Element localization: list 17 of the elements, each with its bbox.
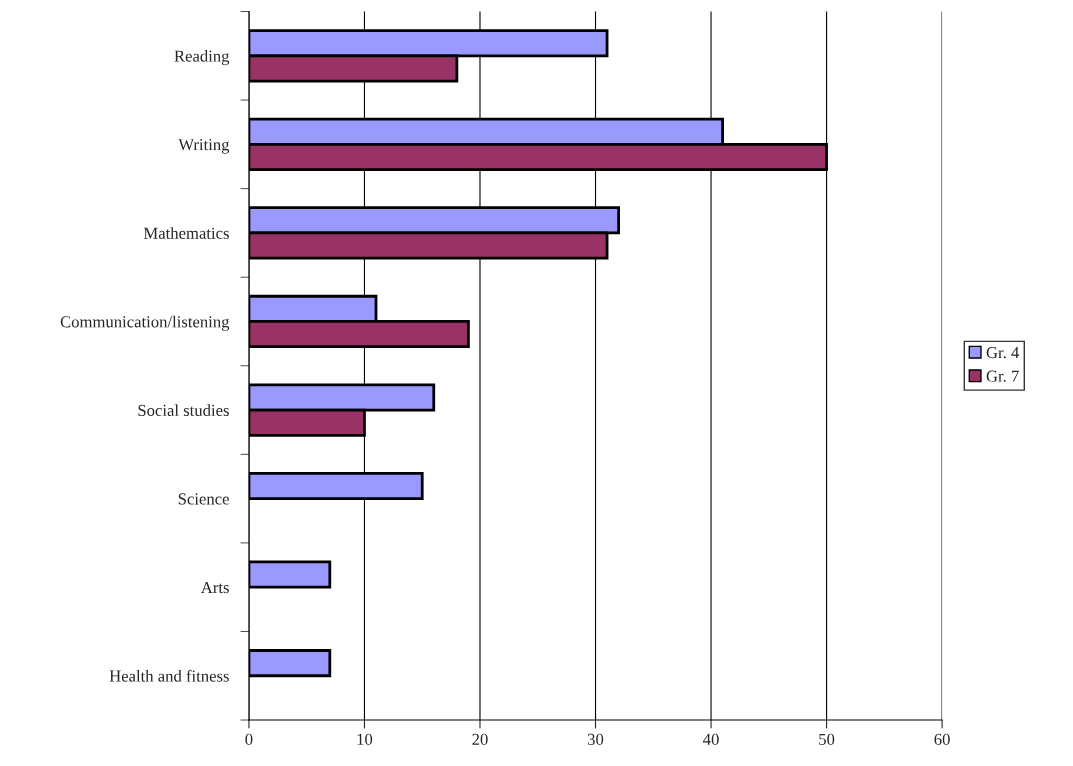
legend-label: Gr. 7 bbox=[986, 370, 1019, 382]
y-tick-label: Arts bbox=[200, 581, 229, 594]
y-tick-label: Health and fitness bbox=[109, 669, 229, 682]
y-tick-label: Communication/listening bbox=[60, 315, 230, 331]
y-tick-label: Writing bbox=[178, 139, 230, 154]
y-tick-label: Social studies bbox=[138, 404, 229, 416]
x-tick-label: 60 bbox=[934, 733, 950, 745]
x-tick-label: 40 bbox=[703, 733, 719, 745]
x-tick-label: 50 bbox=[819, 733, 835, 745]
y-tick-label: Reading bbox=[174, 49, 230, 66]
x-tick-label: 30 bbox=[587, 733, 604, 745]
x-tick-label: 20 bbox=[472, 733, 488, 745]
y-tick-label: Mathematics bbox=[143, 227, 229, 239]
y-tick-label: Science bbox=[178, 493, 229, 505]
x-tick-label: 10 bbox=[357, 733, 373, 745]
x-tick-label: 0 bbox=[245, 733, 253, 745]
legend-label: Gr. 4 bbox=[986, 347, 1020, 359]
